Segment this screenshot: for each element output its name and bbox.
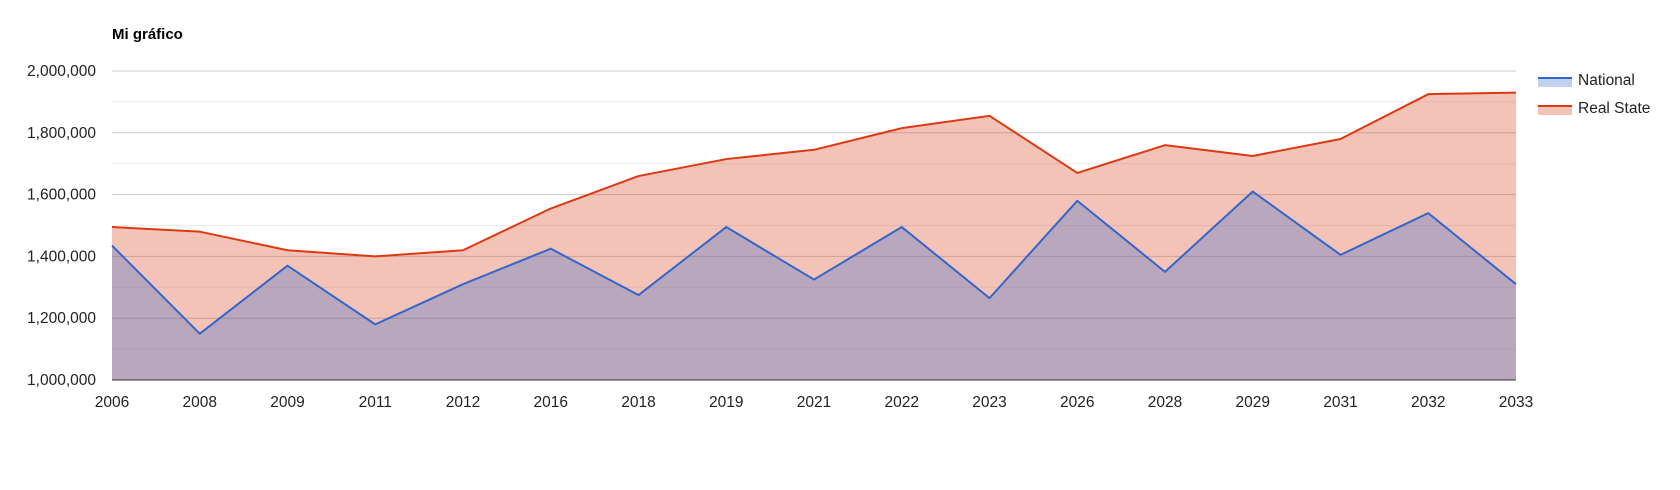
x-tick-label: 2031	[1323, 394, 1357, 411]
legend: National Real State	[1538, 72, 1650, 117]
x-tick-label: 2019	[709, 394, 743, 411]
x-tick-label: 2008	[183, 394, 217, 411]
x-tick-label: 2016	[534, 394, 568, 411]
x-tick-label: 2006	[95, 394, 129, 411]
chart-title: Mi gráfico	[112, 26, 183, 43]
x-tick-label: 2023	[972, 394, 1006, 411]
series-lines	[111, 91, 1517, 335]
series-area-national	[112, 191, 1516, 380]
x-tick-label: 2009	[270, 394, 304, 411]
x-tick-label: 2011	[359, 394, 392, 411]
legend-item-real-state[interactable]: Real State	[1538, 100, 1650, 117]
y-tick-label: 1,600,000	[27, 187, 96, 204]
y-tick-label: 1,800,000	[27, 125, 96, 142]
x-tick-label: 2026	[1060, 394, 1094, 411]
x-tick-label: 2032	[1411, 394, 1445, 411]
x-tick-label: 2029	[1236, 394, 1270, 411]
y-tick-label: 2,000,000	[27, 63, 96, 80]
x-tick-label: 2021	[797, 394, 831, 411]
legend-swatch-fill	[1538, 105, 1572, 115]
series-areas	[112, 92, 1516, 380]
grid-lines	[112, 70, 1516, 381]
x-tick-label: 2018	[621, 394, 655, 411]
series-line-real-state	[111, 91, 1517, 258]
x-tick-label: 2012	[446, 394, 480, 411]
legend-label: National	[1578, 72, 1635, 89]
x-tick-label: 2033	[1499, 394, 1533, 411]
legend-item-national[interactable]: National	[1538, 72, 1635, 89]
series-line-national	[111, 190, 1517, 335]
x-axis: 2006 2008 2009 2011 2012 2016 2018 2019 2021 2022…	[95, 379, 1533, 411]
legend-label: Real State	[1578, 100, 1650, 117]
y-tick-label: 1,000,000	[27, 372, 96, 389]
y-tick-label: 1,200,000	[27, 310, 96, 327]
legend-swatch-fill	[1538, 77, 1572, 87]
x-tick-label: 2022	[885, 394, 919, 411]
y-tick-label: 1,400,000	[27, 248, 96, 265]
series-area-real-state	[112, 92, 1516, 380]
y-axis: 1,000,000 1,200,000 1,400,000 1,600,000 1,80…	[27, 63, 96, 389]
x-tick-label: 2028	[1148, 394, 1182, 411]
